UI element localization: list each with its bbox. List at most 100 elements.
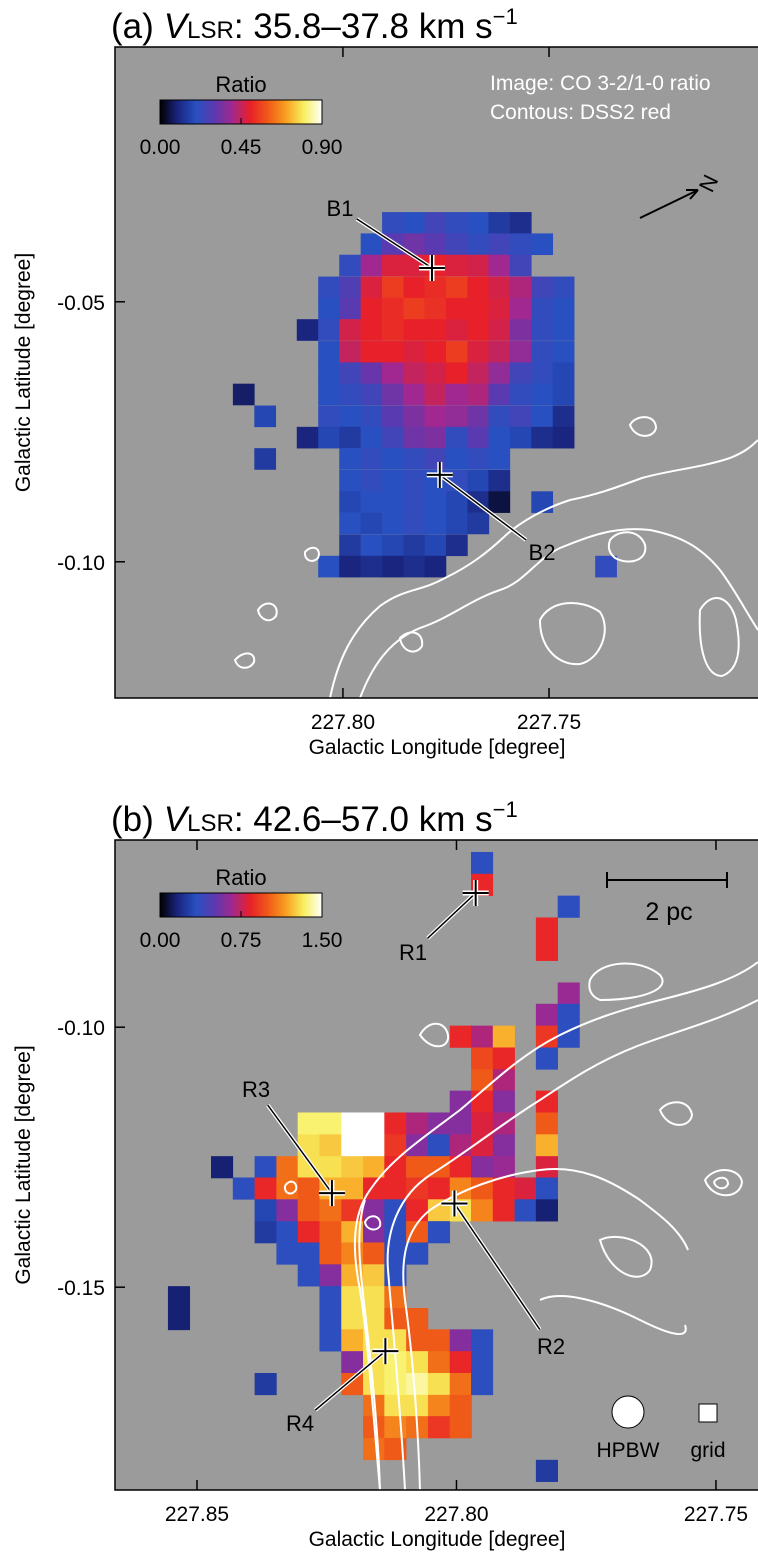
cell <box>536 1004 558 1026</box>
cell <box>553 406 575 428</box>
colorbar-tick-label: 0.75 <box>221 929 262 952</box>
cell <box>339 384 361 406</box>
cell <box>446 277 468 299</box>
cell <box>493 1199 515 1221</box>
cell <box>318 298 340 320</box>
cell <box>361 341 383 363</box>
cell <box>553 427 575 449</box>
cell <box>467 427 489 449</box>
cell <box>276 1221 298 1243</box>
cell <box>384 1395 406 1417</box>
cell <box>382 491 404 513</box>
cell <box>382 448 404 470</box>
cell <box>553 319 575 341</box>
cell <box>450 1329 472 1351</box>
cell <box>255 1156 277 1178</box>
cell <box>404 384 426 406</box>
cell <box>319 1242 341 1264</box>
y-tick-label: -0.10 <box>57 1017 105 1040</box>
cell <box>339 362 361 384</box>
cell <box>276 1177 298 1199</box>
title-rest: : 35.8–37.8 km s <box>234 7 493 46</box>
cell <box>363 1112 385 1134</box>
cell <box>493 1134 515 1156</box>
cell <box>536 1177 558 1199</box>
cell <box>318 319 340 341</box>
cell <box>298 1112 320 1134</box>
cell <box>382 556 404 578</box>
cell <box>361 448 383 470</box>
cell <box>446 319 468 341</box>
cell <box>536 1460 558 1482</box>
cell <box>536 1156 558 1178</box>
cell <box>467 406 489 428</box>
cell <box>361 277 383 299</box>
cell <box>382 362 404 384</box>
cell <box>361 406 383 428</box>
cell <box>531 427 553 449</box>
cell <box>168 1286 190 1308</box>
annotation: Image: CO 3-2/1-0 ratio <box>490 72 711 95</box>
cell <box>255 1221 277 1243</box>
cell <box>428 1329 450 1351</box>
cell <box>404 448 426 470</box>
cell <box>363 1134 385 1156</box>
cell <box>425 341 447 363</box>
cell <box>450 1134 472 1156</box>
cell <box>404 427 426 449</box>
cell <box>382 513 404 535</box>
cell <box>404 406 426 428</box>
annotation: Contous: DSS2 red <box>490 101 671 124</box>
title-subscript: LSR <box>187 810 234 837</box>
cell <box>339 406 361 428</box>
cell <box>339 298 361 320</box>
cell <box>428 1416 450 1438</box>
cell <box>446 384 468 406</box>
cell <box>384 1373 406 1395</box>
cell <box>450 1373 472 1395</box>
cell <box>255 1177 277 1199</box>
marker-label: R3 <box>242 1077 270 1102</box>
cell <box>467 212 489 234</box>
x-tick-label: 227.85 <box>165 1503 229 1526</box>
cell <box>510 341 532 363</box>
colorbar-tick-label: 1.50 <box>302 929 343 952</box>
cell <box>319 1286 341 1308</box>
cell <box>361 470 383 492</box>
cell <box>384 1416 406 1438</box>
cell <box>471 1351 493 1373</box>
cell <box>467 362 489 384</box>
cell <box>404 362 426 384</box>
colorbar-tick-label: 0.00 <box>140 929 181 952</box>
cell <box>425 384 447 406</box>
cell <box>276 1156 298 1178</box>
cell <box>406 1177 428 1199</box>
cell <box>339 556 361 578</box>
cell <box>406 1242 428 1264</box>
cell <box>531 341 553 363</box>
cell <box>510 384 532 406</box>
cell <box>536 1091 558 1113</box>
cell <box>425 212 447 234</box>
cell <box>558 896 580 918</box>
cell <box>339 534 361 556</box>
cell <box>384 1112 406 1134</box>
cell <box>318 427 340 449</box>
cell <box>255 1199 277 1221</box>
cell <box>384 1177 406 1199</box>
cell <box>446 427 468 449</box>
title-prefix: (a) <box>111 7 154 46</box>
cell <box>211 1156 233 1178</box>
cell <box>382 534 404 556</box>
cell <box>339 255 361 277</box>
cell <box>382 255 404 277</box>
title-subscript: LSR <box>187 17 234 44</box>
x-tick-label: 227.80 <box>424 1503 488 1526</box>
cell <box>531 233 553 255</box>
x-axis-label: Galactic Longitude [degree] <box>309 1528 566 1551</box>
y-tick-label: -0.10 <box>57 552 105 575</box>
beam-label: HPBW <box>597 1439 660 1462</box>
cell <box>467 298 489 320</box>
cell <box>361 384 383 406</box>
cell <box>471 1112 493 1134</box>
